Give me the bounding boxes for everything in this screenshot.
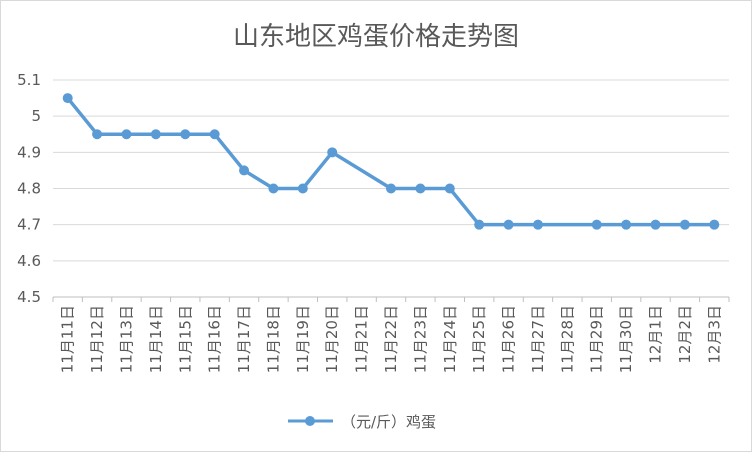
legend-label: （元/斤）鸡蛋 (341, 413, 436, 431)
y-tick-label: 4.8 (17, 180, 41, 198)
x-tick-label: 11月23日 (411, 305, 429, 373)
x-tick-label: 11月29日 (588, 305, 606, 373)
data-point (650, 219, 661, 230)
data-point (415, 183, 426, 194)
data-point (444, 183, 455, 194)
data-point (679, 219, 690, 230)
x-tick-label: 11月26日 (500, 305, 518, 373)
x-tick-label: 11月18日 (264, 305, 282, 373)
legend: （元/斤）鸡蛋 (288, 413, 436, 431)
x-tick-label: 11月21日 (353, 305, 371, 373)
x-tick-label: 11月13日 (117, 305, 135, 373)
x-tick-label: 12月1日 (647, 305, 665, 364)
x-tick-label: 11月14日 (147, 305, 165, 373)
series-line (66, 96, 715, 227)
gridlines (53, 79, 729, 298)
x-tick-label: 11月12日 (88, 305, 106, 373)
data-point (62, 93, 73, 104)
y-tick-label: 4.6 (17, 252, 41, 270)
data-point (268, 183, 279, 194)
y-tick-label: 4.9 (17, 143, 41, 161)
data-point (150, 129, 161, 140)
x-tick-label: 11月24日 (441, 305, 459, 373)
data-point (503, 219, 514, 230)
legend-marker-swatch (305, 416, 315, 426)
y-tick-label: 4.5 (17, 288, 41, 306)
data-point (327, 147, 338, 158)
data-point (121, 129, 132, 140)
x-tick-label: 12月2日 (676, 305, 694, 364)
data-point (474, 219, 485, 230)
x-tick-label: 11月15日 (176, 305, 194, 373)
x-tick-label: 11月19日 (294, 305, 312, 373)
data-point (209, 129, 220, 140)
x-tick-label: 11月25日 (470, 305, 488, 373)
x-tick-label: 11月27日 (529, 305, 547, 373)
chart-title: 山东地区鸡蛋价格走势图 (233, 22, 519, 52)
x-tick-label: 11月11日 (59, 305, 77, 373)
x-axis-labels: 11月11日 11月12日 11月13日 11月14日 11月15日 11月16日 11月1… (59, 305, 724, 373)
x-tick-label: 11月28日 (558, 305, 576, 373)
x-tick-marks (52, 297, 730, 302)
data-point (92, 129, 103, 140)
data-point (532, 219, 543, 230)
data-point (591, 219, 602, 230)
x-tick-label: 11月17日 (235, 305, 253, 373)
data-point (709, 219, 720, 230)
x-tick-label: 11月20日 (323, 305, 341, 373)
x-tick-label: 11月16日 (206, 305, 224, 373)
data-point (180, 129, 191, 140)
y-tick-label: 5.1 (17, 71, 41, 89)
data-point (239, 165, 250, 176)
x-tick-label: 11月30日 (617, 305, 635, 373)
y-tick-label: 5 (31, 107, 41, 125)
data-point (297, 183, 308, 194)
x-tick-label: 11月22日 (382, 305, 400, 373)
y-tick-label: 4.7 (17, 216, 41, 234)
data-point (621, 219, 632, 230)
x-tick-label: 12月3日 (705, 305, 723, 364)
y-axis-labels: 4.5 4.6 4.7 4.8 4.9 5 5.1 (17, 71, 41, 306)
data-point (386, 183, 396, 194)
series-group (62, 93, 720, 230)
